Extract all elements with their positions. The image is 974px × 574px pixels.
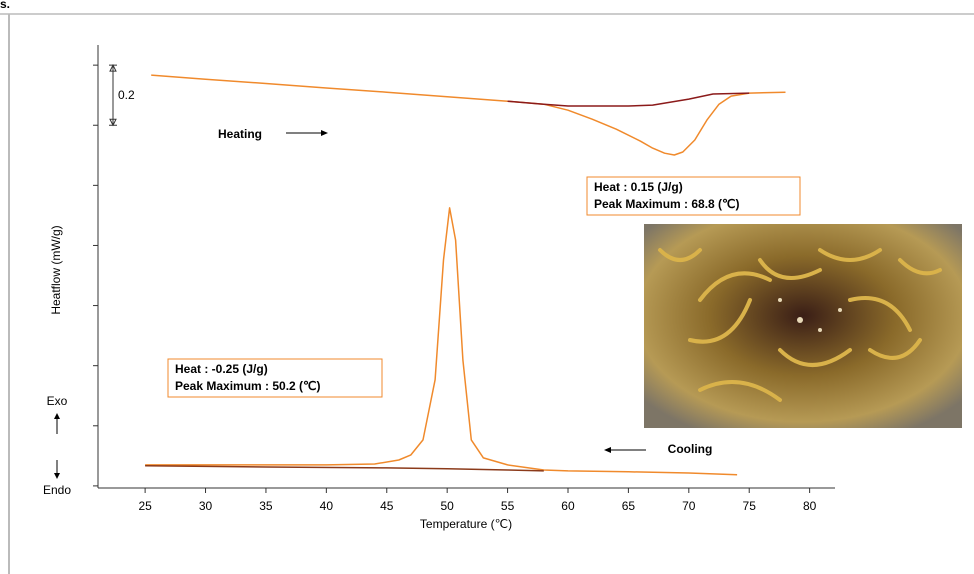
box-text: Peak Maximum : 68.8 (℃) bbox=[594, 197, 740, 211]
x-tick-label: 75 bbox=[743, 499, 757, 513]
x-axis-label: Temperature (℃) bbox=[420, 517, 512, 531]
x-tick-label: 45 bbox=[380, 499, 394, 513]
x-tick-label: 25 bbox=[138, 499, 152, 513]
endo-label: Endo bbox=[43, 483, 71, 497]
x-tick-label: 55 bbox=[501, 499, 515, 513]
scale-label: 0.2 bbox=[118, 88, 135, 102]
cooling-label: Cooling bbox=[668, 442, 713, 456]
box-text: Heat : -0.25 (J/g) bbox=[175, 362, 268, 376]
x-tick-label: 70 bbox=[682, 499, 696, 513]
heating-label: Heating bbox=[218, 127, 262, 141]
box-text: Heat : 0.15 (J/g) bbox=[594, 180, 683, 194]
y-axis-label: Heatflow (mW/g) bbox=[49, 225, 63, 314]
photo bbox=[644, 224, 962, 428]
x-tick-label: 80 bbox=[803, 499, 817, 513]
exo-label: Exo bbox=[47, 394, 68, 408]
screenshot: s. Heating Cooling Heat : 0.15 (J/g) Pea… bbox=[0, 0, 974, 574]
cropped-text: s. bbox=[0, 0, 10, 11]
x-tick-label: 30 bbox=[199, 499, 213, 513]
x-tick-label: 50 bbox=[440, 499, 454, 513]
x-tick-label: 40 bbox=[320, 499, 334, 513]
x-tick-label: 60 bbox=[561, 499, 575, 513]
x-tick-label: 35 bbox=[259, 499, 273, 513]
box-text: Peak Maximum : 50.2 (℃) bbox=[175, 379, 321, 393]
x-tick-label: 65 bbox=[622, 499, 636, 513]
